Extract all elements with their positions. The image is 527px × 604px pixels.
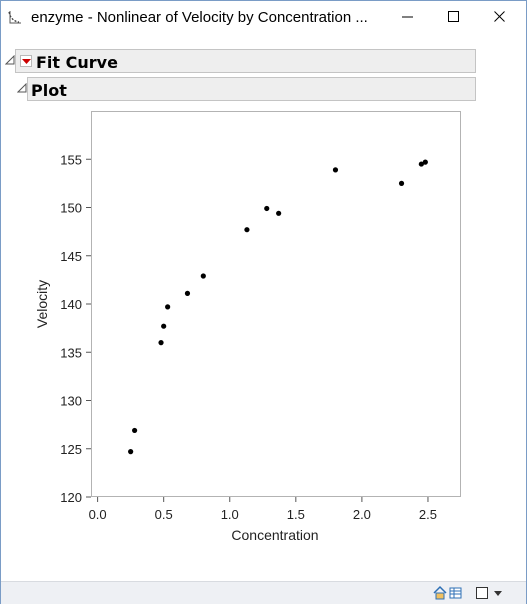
maximize-button[interactable] [431,1,477,33]
plot-frame [91,111,461,497]
fit-curve-outline-header[interactable]: Fit Curve [15,49,476,73]
table-icon[interactable] [448,585,464,601]
dropdown-arrow-icon[interactable] [491,585,507,601]
data-point[interactable] [244,227,250,233]
y-axis-label: Velocity [34,280,50,328]
minimize-icon [402,16,413,18]
data-point[interactable] [200,273,206,279]
y-tick-label: 155 [60,152,82,167]
data-point[interactable] [128,449,134,455]
x-tick-label: 0.5 [155,507,173,522]
y-tick-label: 140 [60,297,82,312]
report-scroll-area [1,565,526,581]
data-point[interactable] [422,159,428,165]
y-tick-label: 135 [60,345,82,360]
x-tick-label: 0.0 [89,507,107,522]
data-points [128,159,428,455]
x-tick-label: 1.0 [221,507,239,522]
x-tick-label: 1.5 [287,507,305,522]
window-title: enzyme - Nonlinear of Velocity by Concen… [31,9,368,26]
velocity-concentration-scatter-plot[interactable]: 120 125 130 135 140 145 150 155 0.0 0.5 1.0 1.5 2.0… [1,1,526,561]
y-tick-label: 130 [60,394,82,409]
close-button[interactable] [477,1,523,33]
title-bar[interactable]: enzyme - Nonlinear of Velocity by Concen… [1,1,526,35]
data-point[interactable] [132,427,138,434]
plot-disclosure-icon[interactable] [17,83,27,93]
status-bar [1,581,526,604]
data-point[interactable] [161,323,167,329]
jmp-script-icon [8,11,21,24]
fit-curve-disclosure-icon[interactable] [5,55,15,65]
data-point[interactable] [264,205,270,212]
close-icon [494,11,505,22]
data-point[interactable] [276,210,282,216]
minimize-button[interactable] [385,1,431,33]
x-axis: 0.0 0.5 1.0 1.5 2.0 2.5 [89,497,437,522]
data-point[interactable] [165,304,171,310]
fit-curve-title: Fit Curve [36,53,118,72]
data-point[interactable] [184,290,191,296]
data-point[interactable] [158,340,164,346]
data-point[interactable] [418,161,424,167]
y-tick-label: 150 [60,201,82,216]
y-tick-label: 145 [60,249,82,264]
data-point[interactable] [332,167,339,173]
x-axis-label: Concentration [231,527,318,543]
red-triangle-menu-button[interactable] [20,55,32,67]
y-tick-label: 125 [60,442,82,457]
y-tick-label: 120 [60,490,82,505]
x-tick-label: 2.5 [419,507,437,522]
y-axis: 120 125 130 135 140 145 150 155 [60,152,91,505]
maximize-icon [448,11,459,22]
plot-outline-header[interactable]: Plot [27,77,476,101]
x-tick-label: 2.0 [353,507,371,522]
red-triangle-icon [22,59,31,64]
plot-title: Plot [31,81,67,100]
data-point[interactable] [398,180,405,186]
home-icon[interactable] [432,585,448,601]
checkbox-icon[interactable] [474,585,490,601]
